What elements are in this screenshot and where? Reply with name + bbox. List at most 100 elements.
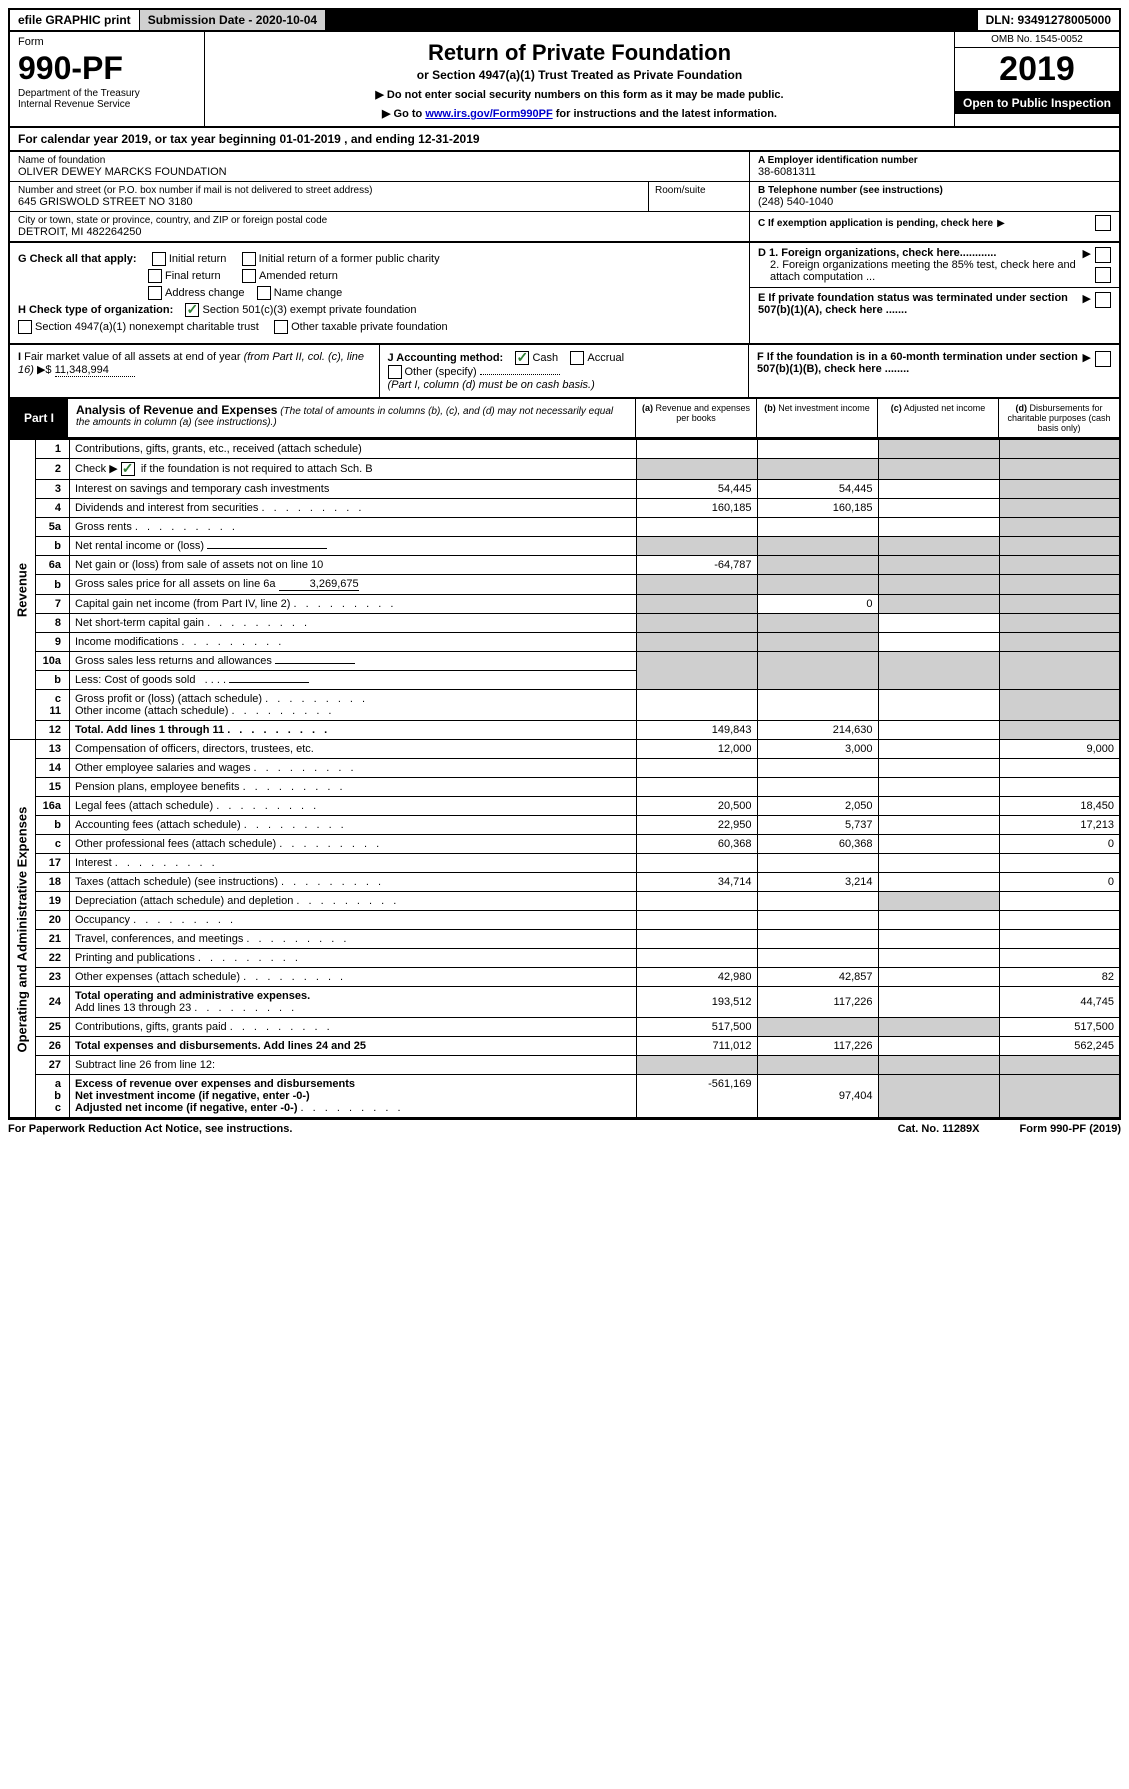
d2-label: 2. Foreign organizations meeting the 85%… [758,259,1079,283]
submission-date: Submission Date - 2020-10-04 [140,10,326,30]
ein: 38-6081311 [758,166,1111,178]
ein-label: A Employer identification number [758,155,1111,166]
paperwork-notice: For Paperwork Reduction Act Notice, see … [8,1123,292,1135]
cash-label: Cash [532,352,558,364]
e-checkbox[interactable] [1095,292,1111,308]
row-25: Contributions, gifts, grants paid [70,1018,637,1037]
fmv-value: 11,348,994 [55,364,135,377]
city-label: City or town, state or province, country… [18,215,741,226]
arrow-icon: ▶ [1083,292,1091,305]
tax-year: 2019 [955,48,1119,92]
row-10b: Less: Cost of goods sold . . . . [70,671,637,690]
row-1: Contributions, gifts, grants, etc., rece… [70,440,637,459]
header-mid: Return of Private Foundation or Section … [205,32,954,126]
name-change-label: Name change [274,287,343,299]
row-7: Capital gain net income (from Part IV, l… [70,595,637,614]
row-23: Other expenses (attach schedule) [70,968,637,987]
check-section: G Check all that apply: Initial return I… [8,243,1121,345]
4947-checkbox[interactable] [18,320,32,334]
amended-return-checkbox[interactable] [242,269,256,283]
part-1-header: Part I Analysis of Revenue and Expenses … [8,399,1121,439]
row-24: Total operating and administrative expen… [70,987,637,1018]
dln: DLN: 93491278005000 [978,10,1119,30]
row-12: Total. Add lines 1 through 11 [70,721,637,740]
other-method-label: Other (specify) [405,366,477,378]
opex-label: Operating and Administrative Expenses [9,740,36,1119]
form-subtitle: or Section 4947(a)(1) Trust Treated as P… [211,68,948,82]
form-title: Return of Private Foundation [211,40,948,66]
instructions-link[interactable]: www.irs.gov/Form990PF [425,108,552,120]
cash-checkbox[interactable] [515,351,529,365]
other-taxable-label: Other taxable private foundation [291,321,448,333]
501c3-checkbox[interactable] [185,303,199,317]
spacer [326,10,977,30]
row-5b: Net rental income or (loss) [70,537,637,556]
sch-b-checkbox[interactable] [121,462,135,476]
row-21: Travel, conferences, and meetings [70,930,637,949]
address-change-checkbox[interactable] [148,286,162,300]
calendar-year: For calendar year 2019, or tax year begi… [8,128,1121,152]
accrual-checkbox[interactable] [570,351,584,365]
row-20: Occupancy [70,911,637,930]
part-title: Analysis of Revenue and Expenses [76,403,277,417]
phone: (248) 540-1040 [758,196,1111,208]
501c3-label: Section 501(c)(3) exempt private foundat… [202,304,416,316]
col-d-head: (d) Disbursements for charitable purpose… [998,399,1119,437]
irs: Internal Revenue Service [18,99,196,110]
col-a-head: (a) Revenue and expenses per books [635,399,756,437]
form-ref: Form 990-PF (2019) [1020,1123,1121,1135]
final-return-checkbox[interactable] [148,269,162,283]
warn-2: ▶ Go to www.irs.gov/Form990PF for instru… [211,107,948,120]
form-header: Form 990-PF Department of the Treasury I… [8,32,1121,128]
room-suite-label: Room/suite [649,182,749,211]
other-taxable-checkbox[interactable] [274,320,288,334]
arrow-icon: ▶ [1083,247,1091,260]
form-word: Form [18,36,196,48]
form-number: 990-PF [18,52,196,84]
phone-label: B Telephone number (see instructions) [758,185,1111,196]
mid-section: I Fair market value of all assets at end… [8,345,1121,399]
row-8: Net short-term capital gain [70,614,637,633]
part-desc: Analysis of Revenue and Expenses (The to… [68,399,635,437]
name-change-checkbox[interactable] [257,286,271,300]
address-change-label: Address change [165,287,245,299]
initial-return-checkbox[interactable] [152,252,166,266]
amended-return-label: Amended return [259,270,338,282]
f-checkbox[interactable] [1095,351,1111,367]
top-bar: efile GRAPHIC print Submission Date - 20… [8,8,1121,32]
row-4: Dividends and interest from securities [70,499,637,518]
addr-label: Number and street (or P.O. box number if… [18,185,640,196]
h-label: H Check type of organization: [18,304,173,316]
row-16a: Legal fees (attach schedule) [70,797,637,816]
row-6a: Net gain or (loss) from sale of assets n… [70,556,637,575]
row-19: Depreciation (attach schedule) and deple… [70,892,637,911]
header-left: Form 990-PF Department of the Treasury I… [10,32,205,126]
city-state-zip: DETROIT, MI 482264250 [18,226,741,238]
row-26: Total expenses and disbursements. Add li… [70,1037,637,1056]
other-method-checkbox[interactable] [388,365,402,379]
part-label: Part I [10,399,68,437]
f-label: F If the foundation is in a 60-month ter… [757,351,1079,375]
other-specify-line [480,374,560,375]
exemption-label: C If exemption application is pending, c… [758,218,993,229]
d1-label: D 1. Foreign organizations, check here..… [758,247,1079,259]
initial-former-checkbox[interactable] [242,252,256,266]
row-27: Subtract line 26 from line 12: [70,1056,637,1075]
open-public: Open to Public Inspection [955,92,1119,114]
row-14: Other employee salaries and wages [70,759,637,778]
d1-checkbox[interactable] [1095,247,1111,263]
row-16c: Other professional fees (attach schedule… [70,835,637,854]
row-13: Compensation of officers, directors, tru… [70,740,637,759]
row-18: Taxes (attach schedule) (see instruction… [70,873,637,892]
final-return-label: Final return [165,270,221,282]
omb: OMB No. 1545-0052 [955,32,1119,48]
arrow-icon: ▶ [997,218,1005,229]
row-9: Income modifications [70,633,637,652]
col-c-head: (c) Adjusted net income [877,399,998,437]
exemption-checkbox[interactable] [1095,215,1111,231]
accrual-label: Accrual [587,352,624,364]
initial-return-label: Initial return [169,253,226,265]
d2-checkbox[interactable] [1095,267,1111,283]
row-15: Pension plans, employee benefits [70,778,637,797]
row-3: Interest on savings and temporary cash i… [70,480,637,499]
